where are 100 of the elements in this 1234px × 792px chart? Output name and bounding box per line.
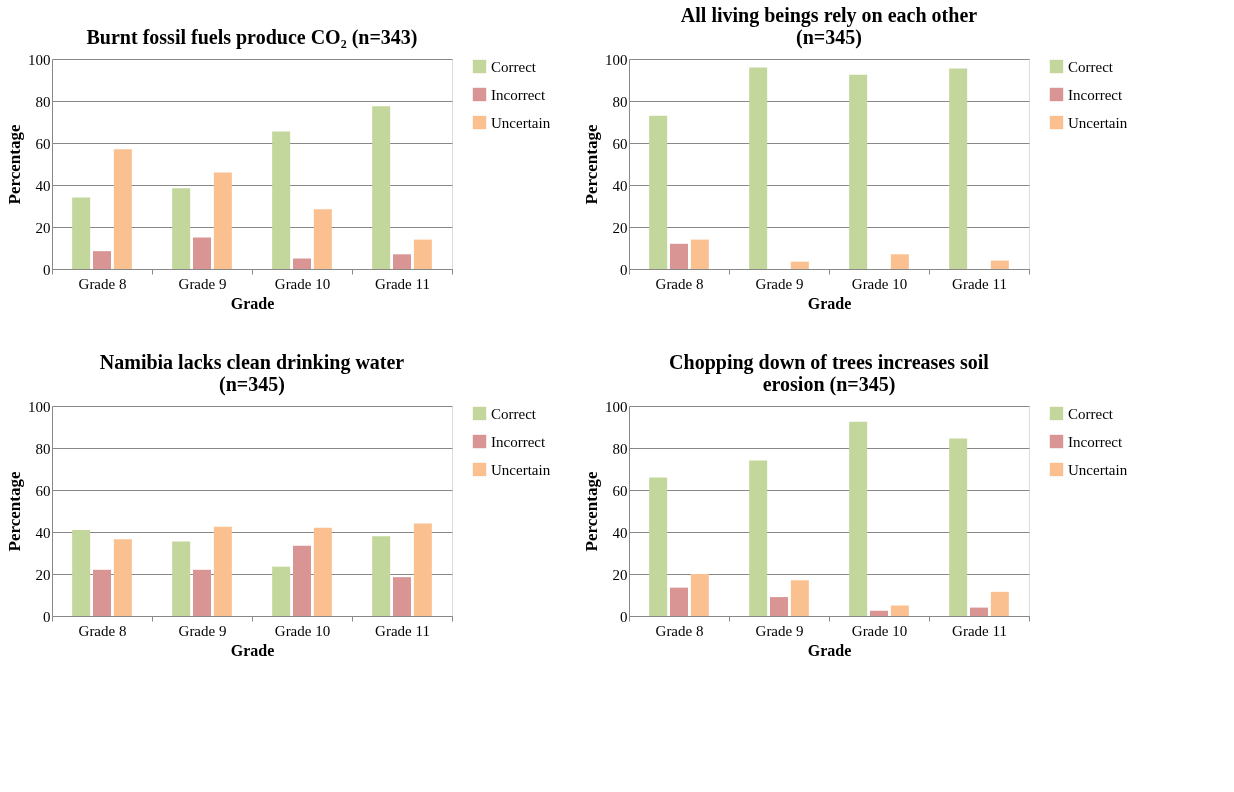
y-tick-label: 60 [612, 482, 628, 499]
bar [849, 74, 868, 269]
bar [890, 605, 909, 616]
bar [649, 477, 668, 616]
x-tick-label: Grade 11 [952, 275, 1007, 292]
x-tick-label: Grade 10 [851, 275, 908, 292]
legend-label: Uncertain [491, 461, 551, 478]
bar [113, 149, 132, 269]
legend-label: Correct [491, 405, 537, 422]
bar [670, 587, 688, 616]
bar [193, 237, 211, 269]
x-tick-label: Grade 9 [178, 622, 227, 639]
y-tick-label: 0 [43, 261, 51, 278]
bar [970, 607, 988, 616]
bar [949, 68, 968, 269]
y-tick-label: 60 [35, 135, 51, 152]
chart-title: All living beings rely on each other (n=345) [680, 4, 978, 49]
bar [172, 541, 191, 616]
bar [213, 526, 232, 616]
y-tick-label: 20 [612, 219, 628, 236]
y-tick-label: 40 [35, 177, 51, 194]
y-tick-label: 100 [28, 398, 51, 415]
y-tick-label: 40 [612, 524, 628, 541]
bar [949, 438, 968, 616]
bar [690, 574, 709, 616]
bar [790, 261, 809, 269]
x-tick-label: Grade 8 [78, 622, 127, 639]
bar [690, 239, 709, 269]
y-tick-label: 0 [43, 608, 51, 625]
bar [93, 251, 111, 269]
y-axis-title: Percentage [5, 124, 24, 205]
chart-title: Chopping down of trees increases soil erosion (n=345) [669, 351, 990, 396]
bar [293, 545, 311, 616]
bar [990, 591, 1009, 616]
y-tick-label: 40 [612, 177, 628, 194]
x-tick-label: Grade 11 [375, 622, 430, 639]
y-axis-title: Percentage [582, 471, 601, 552]
x-axis-title: Grade [807, 641, 852, 659]
y-tick-label: 20 [35, 566, 51, 583]
y-tick-label: 80 [612, 440, 628, 457]
bar [72, 197, 91, 269]
legend-label: Incorrect [491, 433, 546, 450]
bar [213, 172, 232, 269]
x-tick-label: Grade 9 [755, 275, 804, 292]
bar [849, 421, 868, 616]
x-tick-label: Grade 10 [851, 622, 908, 639]
legend-label: Incorrect [1068, 86, 1123, 103]
bar [413, 239, 432, 269]
bar [870, 610, 888, 616]
bar [72, 529, 91, 616]
bar [770, 597, 788, 616]
bar [890, 254, 909, 269]
bar [313, 209, 332, 269]
x-axis-title: Grade [807, 294, 852, 312]
x-tick-label: Grade 11 [952, 622, 1007, 639]
x-axis-title: Grade [230, 641, 275, 659]
y-tick-label: 80 [35, 440, 51, 457]
legend-label: Correct [1068, 405, 1114, 422]
bar [749, 67, 768, 269]
bar [93, 569, 111, 616]
bar [393, 577, 411, 616]
y-tick-label: 40 [35, 524, 51, 541]
bar [272, 131, 291, 269]
y-tick-label: 20 [35, 219, 51, 236]
bar [649, 115, 668, 269]
y-tick-label: 60 [612, 135, 628, 152]
x-tick-label: Grade 10 [274, 622, 331, 639]
bar [372, 536, 391, 616]
chart-title: Burnt fossil fuels produce CO₂ (n=343) [86, 26, 418, 49]
bar [272, 566, 291, 616]
legend-label: Incorrect [1068, 433, 1123, 450]
y-tick-label: 60 [35, 482, 51, 499]
y-tick-label: 80 [35, 93, 51, 110]
bar [193, 569, 211, 616]
bar [372, 106, 391, 269]
x-axis-title: Grade [230, 294, 275, 312]
y-tick-label: 80 [612, 93, 628, 110]
y-tick-label: 0 [620, 608, 628, 625]
legend-label: Uncertain [1068, 114, 1128, 131]
x-tick-label: Grade 9 [178, 275, 227, 292]
bar [393, 254, 411, 269]
x-tick-label: Grade 8 [655, 275, 704, 292]
legend-label: Incorrect [491, 86, 546, 103]
y-tick-label: 100 [605, 398, 628, 415]
bar [313, 527, 332, 616]
y-tick-label: 100 [28, 51, 51, 68]
y-axis-title: Percentage [582, 124, 601, 205]
x-tick-label: Grade 10 [274, 275, 331, 292]
chart-title: Namibia lacks clean drinking water (n=345) [99, 351, 405, 396]
x-tick-label: Grade 11 [375, 275, 430, 292]
legend-label: Uncertain [491, 114, 551, 131]
x-tick-label: Grade 8 [655, 622, 704, 639]
x-tick-label: Grade 9 [755, 622, 804, 639]
legend-label: Uncertain [1068, 461, 1128, 478]
legend-label: Correct [491, 58, 537, 75]
bar [990, 260, 1009, 269]
legend-label: Correct [1068, 58, 1114, 75]
bar [413, 523, 432, 616]
bar [670, 243, 688, 269]
bar [172, 188, 191, 269]
